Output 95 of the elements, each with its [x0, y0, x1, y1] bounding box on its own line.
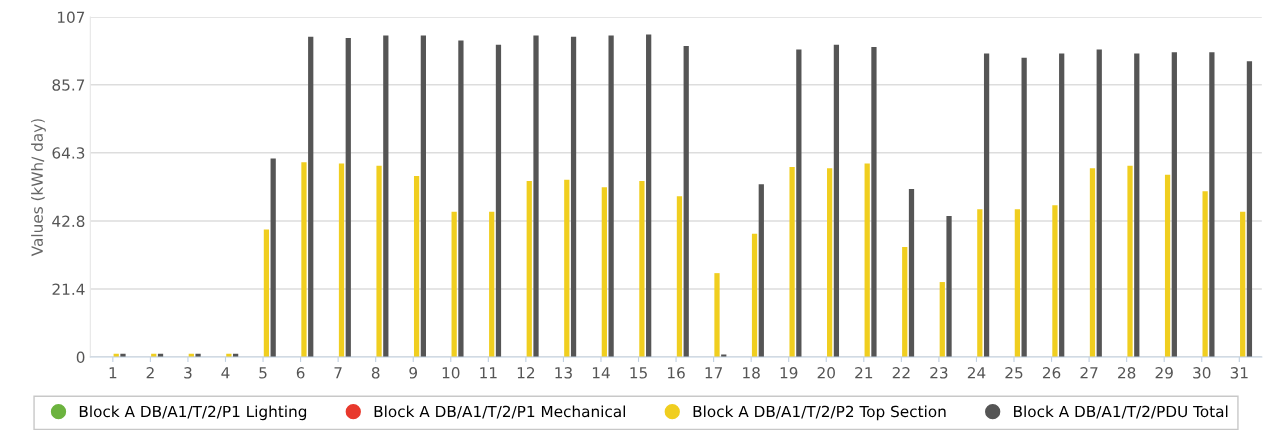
bar: [383, 35, 389, 358]
bar: [758, 184, 764, 358]
bar: [864, 163, 870, 358]
x-tick-label: 31: [1230, 367, 1248, 379]
x-tick-label: 22: [892, 367, 910, 379]
bar: [338, 163, 345, 358]
y-tick-label: 64.3: [52, 147, 85, 159]
legend-label: Block A DB/A1/T/2/P2 Top Section: [693, 405, 946, 421]
bar: [1164, 174, 1171, 358]
x-tick-label: 21: [855, 367, 873, 379]
x-tick-label: 23: [930, 367, 948, 379]
bar: [1059, 53, 1065, 358]
bar: [1096, 49, 1102, 358]
x-tick-label: 12: [517, 367, 535, 379]
bar: [639, 181, 645, 358]
x-tick-label: 20: [817, 367, 835, 379]
x-tick-label: 30: [1193, 367, 1211, 379]
x-tick-label: 18: [743, 367, 760, 379]
bar: [1014, 209, 1021, 358]
bar: [601, 187, 607, 358]
bar: [451, 211, 457, 358]
bar: [1127, 165, 1133, 358]
bar: [1240, 211, 1246, 358]
bar: [413, 175, 420, 358]
bar: [564, 179, 570, 358]
bar: [751, 233, 758, 358]
x-tick-label: 7: [334, 367, 342, 379]
bar: [570, 36, 577, 358]
x-tick-label: 5: [259, 367, 267, 379]
x-tick-label: 9: [409, 367, 418, 379]
bar: [827, 168, 833, 358]
bar: [1171, 52, 1177, 358]
bar: [1089, 168, 1096, 358]
bar: [908, 188, 915, 358]
bar: [458, 40, 464, 358]
bar: [983, 53, 990, 358]
bar: [489, 211, 495, 358]
bar: [902, 247, 908, 358]
legend-label: Block A DB/A1/T/2/PDU Total: [1014, 405, 1228, 419]
bar: [345, 38, 351, 358]
bar: [308, 36, 314, 358]
x-tick-label: 19: [780, 367, 798, 379]
x-tick-label: 6: [296, 367, 305, 379]
bar: [1246, 61, 1253, 358]
bar: [533, 35, 539, 358]
y-tick-label: 42.8: [52, 215, 85, 228]
x-tick-label: 14: [592, 367, 610, 379]
x-tick-label: 4: [221, 367, 230, 379]
x-tick-label: 1: [109, 367, 117, 379]
bar: [871, 46, 877, 358]
y-tick-label: 85.7: [52, 79, 85, 91]
bar: [683, 45, 689, 358]
legend-label: Block A DB/A1/T/2/P1 Mechanical: [374, 405, 625, 419]
bar: [714, 273, 720, 358]
x-tick-label: 27: [1080, 367, 1098, 379]
x-tick-label: 10: [442, 367, 460, 379]
bar: [796, 49, 802, 358]
y-axis-title: Values (kWh/ day): [31, 119, 46, 257]
bar: [939, 282, 945, 358]
x-tick-label: 11: [480, 367, 497, 379]
x-tick-label: 24: [967, 367, 986, 379]
bar: [1052, 205, 1058, 358]
bar: [676, 196, 683, 358]
x-tick-label: 17: [705, 367, 723, 379]
x-tick-label: 16: [668, 367, 685, 379]
bar: [977, 209, 983, 358]
x-tick-label: 25: [1005, 367, 1023, 379]
legend-label: Block A DB/A1/T/2/P1 Lighting: [79, 405, 307, 421]
bar: [301, 162, 307, 358]
bar: [646, 34, 652, 358]
x-tick-label: 28: [1118, 367, 1136, 379]
bar: [420, 35, 426, 358]
bar: [1209, 52, 1215, 358]
bar: [263, 229, 270, 358]
bar: [526, 181, 532, 358]
x-tick-label: 8: [371, 367, 380, 379]
bar: [946, 215, 952, 358]
bar: [833, 44, 840, 358]
y-tick-label: 21.4: [52, 283, 85, 295]
bar: [376, 165, 382, 358]
y-tick-label: 107: [57, 11, 85, 24]
x-tick-label: 13: [555, 367, 572, 379]
bar: [789, 167, 795, 358]
bar: [608, 35, 614, 358]
x-tick-label: 29: [1155, 367, 1173, 379]
y-tick-label: 0: [76, 351, 85, 364]
bar: [1134, 53, 1140, 358]
bar: [495, 44, 502, 358]
x-tick-label: 3: [184, 367, 192, 379]
bar: [270, 158, 276, 358]
x-tick-label: 2: [146, 367, 154, 379]
x-tick-label: 15: [630, 367, 647, 379]
x-tick-label: 26: [1042, 367, 1061, 379]
bar: [1021, 57, 1027, 358]
bar: [1202, 191, 1208, 358]
